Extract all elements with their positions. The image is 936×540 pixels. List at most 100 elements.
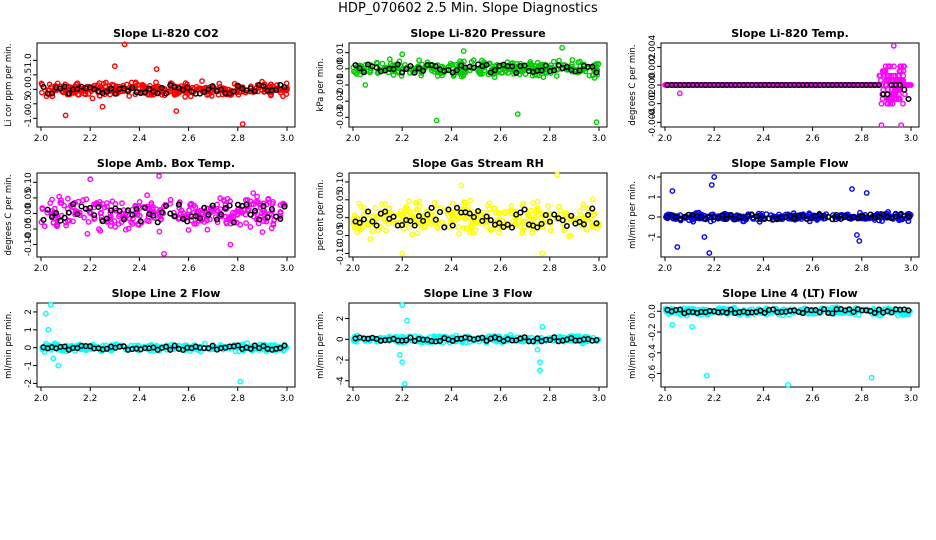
average-point — [40, 216, 47, 223]
data-point — [136, 198, 143, 205]
average-point — [542, 212, 549, 219]
data-point — [362, 61, 369, 68]
y-tick-label: -0.004 — [648, 108, 658, 137]
average-point — [593, 220, 600, 227]
data-point — [250, 190, 257, 197]
average-point — [546, 336, 554, 344]
data-point — [381, 216, 387, 223]
y-tick-label: 0.10 — [24, 172, 34, 192]
average-point — [723, 215, 730, 222]
x-tick-label: 2.0 — [34, 134, 49, 144]
plot-frame — [36, 172, 296, 258]
average-point — [146, 85, 153, 92]
average-point — [124, 88, 132, 95]
x-tick-label: 3.0 — [280, 394, 295, 404]
plot-frame — [348, 172, 608, 258]
average-point — [201, 88, 208, 96]
average-point — [281, 84, 288, 91]
data-point — [117, 211, 123, 218]
y-tick-label: -0.002 — [648, 89, 658, 118]
outlier-point — [593, 119, 600, 126]
average-point — [449, 222, 456, 229]
average-point — [475, 208, 482, 215]
data-point — [530, 200, 536, 207]
x-tick-label: 3.0 — [280, 264, 295, 274]
data-point — [89, 95, 96, 102]
x-tick-label: 2.6 — [805, 264, 820, 274]
x-tick-label: 2.4 — [132, 264, 147, 274]
data-point — [545, 212, 552, 218]
data-point — [534, 198, 541, 205]
average-point — [171, 342, 178, 349]
average-point — [491, 67, 499, 74]
data-point — [455, 224, 462, 231]
data-point — [589, 196, 596, 203]
average-point — [432, 63, 439, 70]
outlier-point — [399, 302, 406, 308]
figure-title: HDP_070602 2.5 Min. Slope Diagnostics — [338, 1, 598, 16]
average-point — [281, 342, 288, 349]
plot-frame — [348, 42, 608, 128]
data-point — [453, 216, 459, 223]
data-point — [80, 197, 86, 204]
data-point — [562, 212, 569, 219]
data-point — [413, 206, 420, 213]
y-tick-label: 2 — [648, 174, 658, 180]
y-tick-label: 1 — [648, 194, 658, 200]
data-point — [593, 61, 599, 67]
data-point — [468, 59, 475, 65]
data-point — [238, 208, 244, 215]
average-point — [534, 224, 541, 231]
data-point — [461, 215, 468, 222]
data-point — [451, 209, 458, 216]
average-point — [466, 210, 473, 217]
average-point — [551, 67, 558, 74]
x-tick-label: 2.8 — [855, 264, 870, 274]
data-point — [382, 227, 389, 234]
x-tick-label: 2.8 — [855, 394, 870, 404]
average-point — [829, 310, 836, 317]
outlier-point — [239, 121, 246, 128]
average-point — [470, 214, 477, 221]
data-point — [150, 204, 157, 211]
data-point — [260, 218, 267, 225]
average-point — [719, 212, 726, 219]
average-point — [761, 309, 768, 316]
outlier-point — [708, 182, 715, 188]
outlier-point — [259, 229, 266, 236]
y-tick-label: -0.6 — [648, 364, 658, 382]
data-point — [379, 60, 386, 67]
average-point — [247, 345, 254, 352]
average-point — [141, 89, 149, 96]
data-point — [566, 233, 572, 240]
average-point — [420, 217, 427, 224]
data-point — [427, 216, 433, 223]
average-point — [483, 61, 490, 68]
data-point — [409, 231, 416, 238]
outlier-point — [99, 103, 106, 110]
average-point — [453, 204, 461, 211]
average-point — [563, 63, 570, 70]
outlier-point — [537, 359, 543, 365]
average-point — [411, 69, 418, 76]
y-tick-label: -2 — [24, 379, 34, 388]
outlier-point — [856, 238, 863, 244]
data-point — [469, 224, 475, 231]
outlier-point — [669, 188, 676, 194]
data-point — [242, 211, 249, 218]
chart-panel: Slope Line 2 Flow 2.0 2.2 2.4 2.6 2.8 3.0 -2 -1 0… — [4, 287, 296, 404]
data-point — [877, 72, 884, 79]
chart-title: Slope Li-820 Pressure — [410, 27, 545, 40]
data-point — [550, 58, 557, 65]
data-point — [122, 226, 129, 233]
x-tick-label: 3.0 — [904, 394, 919, 404]
average-point — [234, 342, 242, 349]
outlier-point — [785, 381, 791, 388]
average-point — [365, 208, 372, 215]
data-point — [416, 203, 423, 210]
data-point — [85, 218, 92, 225]
average-point — [403, 65, 410, 73]
average-point — [277, 344, 284, 352]
data-point — [557, 207, 564, 214]
data-point — [496, 211, 503, 217]
